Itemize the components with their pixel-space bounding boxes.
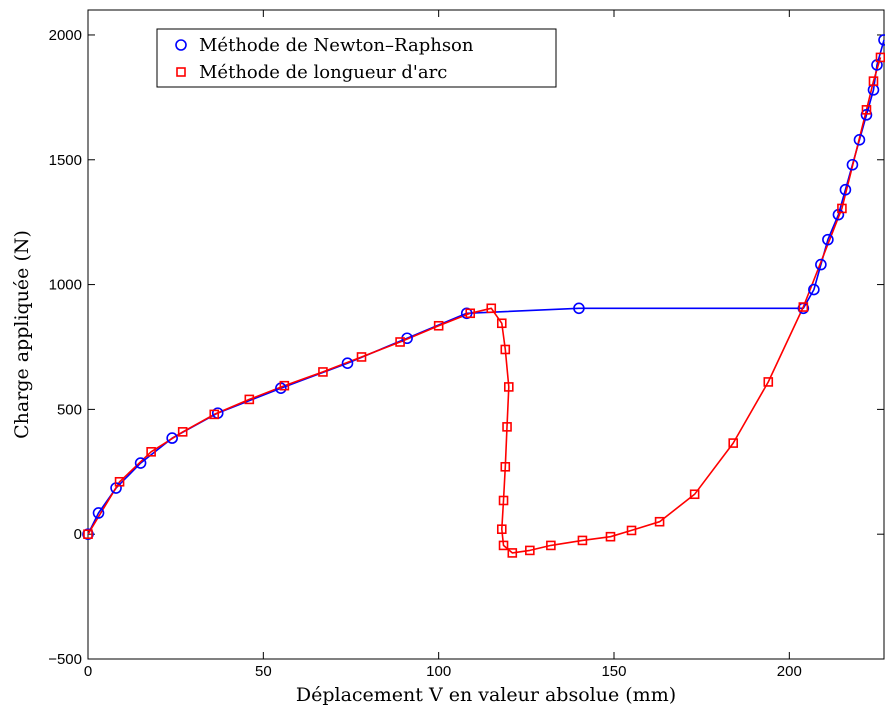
data-point-newton-raphson	[839, 183, 852, 196]
data-point-arc-length	[500, 344, 511, 355]
y-tick-label: 1000	[49, 277, 82, 294]
data-point-arc-length	[868, 76, 879, 86]
data-point-arc-length	[728, 438, 739, 448]
data-point-arc-length	[605, 531, 616, 542]
data-point-arc-length	[503, 382, 514, 392]
data-point-newton-raphson	[573, 302, 585, 315]
y-tick-label: 1500	[49, 152, 82, 169]
x-tick-label: 0	[84, 663, 92, 680]
legend: Méthode de Newton–Raphson Méthode de lon…	[156, 28, 557, 88]
data-point-arc-length	[498, 495, 509, 506]
data-point-arc-length	[798, 302, 809, 312]
series-line-1	[87, 57, 882, 554]
data-point-newton-raphson	[92, 507, 105, 519]
series-lines	[87, 39, 885, 554]
data-point-arc-length	[498, 540, 509, 551]
series-markers	[82, 34, 885, 558]
legend-box	[156, 28, 557, 88]
data-point-newton-raphson	[878, 34, 885, 46]
data-point-newton-raphson	[808, 283, 820, 296]
data-point-newton-raphson	[860, 109, 873, 121]
x-axis-label: Déplacement V en valeur absolue (mm)	[296, 684, 676, 706]
data-point-arc-length	[861, 105, 872, 115]
data-point-arc-length	[146, 447, 156, 457]
x-tick-label: 150	[601, 663, 626, 680]
data-point-arc-length	[654, 516, 665, 527]
y-tick-label: 0	[74, 526, 82, 543]
data-point-arc-length	[763, 377, 774, 387]
x-tick-label: 50	[255, 663, 272, 680]
data-point-arc-length	[83, 529, 93, 539]
data-point-newton-raphson	[82, 528, 94, 540]
data-point-newton-raphson	[460, 307, 473, 320]
data-point-arc-length	[496, 524, 507, 535]
legend-label-arc-length: Méthode de longueur d'arc	[199, 62, 447, 83]
data-point-newton-raphson	[846, 158, 859, 171]
data-point-arc-length	[837, 203, 847, 214]
data-point-arc-length	[507, 548, 518, 558]
x-tick-label: 100	[426, 663, 451, 680]
y-axis-label: Charge appliquée (N)	[11, 230, 33, 439]
data-point-newton-raphson	[822, 233, 834, 246]
data-point-arc-length	[114, 476, 125, 487]
data-point-arc-length	[500, 461, 511, 472]
y-tick-label: −500	[48, 651, 82, 668]
data-point-newton-raphson	[134, 457, 147, 469]
data-point-arc-length	[577, 535, 588, 546]
data-point-arc-length	[496, 318, 507, 329]
data-point-newton-raphson	[341, 357, 354, 370]
data-point-arc-length	[356, 352, 367, 362]
plot-area	[87, 9, 885, 660]
data-point-arc-length	[525, 545, 535, 556]
legend-marker-arc-length	[176, 67, 186, 77]
y-tick-label: 2000	[49, 27, 82, 44]
data-point-arc-length	[689, 489, 700, 500]
data-point-newton-raphson	[815, 258, 827, 271]
data-point-arc-length	[395, 337, 405, 347]
data-point-arc-length	[433, 320, 444, 331]
data-point-arc-length	[465, 308, 476, 319]
data-point-arc-length	[209, 409, 220, 420]
data-point-arc-length	[244, 394, 255, 405]
data-point-arc-length	[546, 540, 556, 551]
data-point-arc-length	[626, 525, 637, 536]
data-point-arc-length	[279, 380, 290, 391]
legend-marker-newton-raphson	[175, 39, 187, 51]
data-point-arc-length	[875, 52, 885, 63]
data-point-arc-length	[177, 427, 188, 437]
data-point-arc-length	[486, 303, 497, 314]
y-tick-label: 500	[57, 401, 82, 418]
x-tick-label: 200	[777, 663, 802, 680]
data-point-arc-length	[318, 367, 328, 377]
legend-label-newton-raphson: Méthode de Newton–Raphson	[199, 35, 474, 56]
data-point-newton-raphson	[853, 134, 866, 146]
data-point-arc-length	[502, 422, 512, 432]
data-point-newton-raphson	[166, 432, 178, 444]
